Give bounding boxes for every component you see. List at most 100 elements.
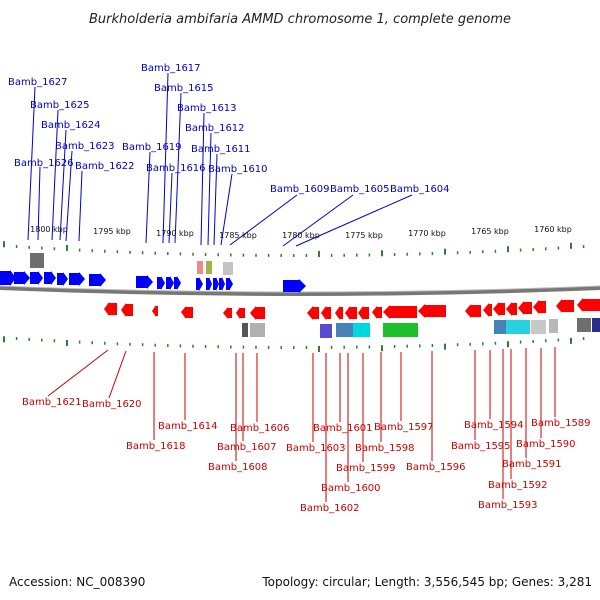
gene-arrow-reverse[interactable] [465, 304, 481, 318]
feature-box-navy[interactable] [592, 318, 600, 332]
gene-arrow-reverse[interactable] [493, 302, 505, 316]
gene-label[interactable]: Bamb_1589 [531, 418, 591, 429]
gene-arrow-reverse[interactable] [372, 306, 382, 319]
gene-arrow-reverse[interactable] [104, 302, 117, 316]
gene-label[interactable]: Bamb_1599 [336, 463, 396, 474]
gene-label[interactable]: Bamb_1606 [230, 423, 290, 434]
gene-arrow-reverse[interactable] [358, 306, 369, 320]
gene-arrow-reverse[interactable] [321, 306, 331, 320]
gene-arrow-forward[interactable] [166, 276, 174, 290]
gene-arrow-forward[interactable] [196, 277, 203, 291]
gene-arrow-forward[interactable] [283, 279, 306, 293]
gene-label[interactable]: Bamb_1618 [126, 441, 186, 452]
gene-label[interactable]: Bamb_1621 [22, 397, 82, 408]
gene-label[interactable]: Bamb_1591 [502, 459, 562, 470]
gene-label[interactable]: Bamb_1605 [330, 184, 390, 195]
gene-arrow-reverse[interactable] [223, 307, 232, 319]
gene-arrow-forward[interactable] [44, 271, 56, 285]
feature-boxes [30, 253, 600, 338]
kbp-label: 1785 kbp [219, 231, 257, 240]
gene-arrow-reverse[interactable] [533, 300, 546, 314]
gene-label[interactable]: Bamb_1617 [141, 63, 201, 74]
gene-label[interactable]: Bamb_1616 [146, 163, 206, 174]
gene-arrow-forward[interactable] [219, 277, 225, 291]
gene-label[interactable]: Bamb_1610 [208, 164, 268, 175]
gene-label[interactable]: Bamb_1608 [208, 462, 268, 473]
gene-arrow-reverse[interactable] [577, 298, 600, 312]
gene-arrow-forward[interactable] [0, 270, 16, 286]
gene-arrow-forward[interactable] [226, 277, 233, 291]
gene-label[interactable]: Bamb_1627 [8, 77, 68, 88]
gene-label[interactable]: Bamb_1626 [14, 158, 74, 169]
gene-label[interactable]: Bamb_1619 [122, 142, 182, 153]
gene-arrow-forward[interactable] [174, 276, 181, 290]
gene-arrow-reverse[interactable] [335, 306, 343, 320]
feature-box-cyan[interactable] [518, 320, 530, 334]
gene-label[interactable]: Bamb_1602 [300, 503, 360, 514]
gene-label[interactable]: Bamb_1594 [464, 420, 524, 431]
gene-arrow-reverse[interactable] [483, 303, 492, 317]
gene-label[interactable]: Bamb_1612 [185, 123, 245, 134]
gene-arrow-forward[interactable] [89, 273, 106, 287]
gene-label[interactable]: Bamb_1611 [191, 144, 251, 155]
gene-label[interactable]: Bamb_1614 [158, 421, 218, 432]
gene-arrow-reverse[interactable] [181, 306, 193, 319]
gene-label[interactable]: Bamb_1620 [82, 399, 142, 410]
gene-label[interactable]: Bamb_1601 [313, 423, 373, 434]
gene-label[interactable]: Bamb_1622 [75, 161, 135, 172]
gene-label[interactable]: Bamb_1600 [321, 483, 381, 494]
gene-label[interactable]: Bamb_1603 [286, 443, 346, 454]
gene-arrow-reverse[interactable] [121, 303, 133, 317]
feature-box-cyan[interactable] [506, 320, 518, 334]
gene-arrow-forward[interactable] [157, 276, 165, 290]
gene-arrow-reverse[interactable] [518, 301, 532, 315]
gene-arrow-reverse[interactable] [556, 299, 574, 313]
feature-box-lightgray[interactable] [223, 262, 233, 275]
kbp-label: 1780 kbp [282, 231, 320, 240]
feature-box-steelblue[interactable] [494, 320, 506, 334]
feature-box-pink[interactable] [197, 261, 203, 274]
gene-label[interactable]: Bamb_1615 [154, 83, 214, 94]
gene-arrow-reverse[interactable] [250, 306, 265, 320]
gene-label[interactable]: Bamb_1590 [516, 439, 576, 450]
gene-arrow-reverse[interactable] [236, 307, 245, 319]
gene-label[interactable]: Bamb_1593 [478, 500, 538, 511]
gene-arrow-forward[interactable] [213, 277, 219, 291]
feature-box-purple[interactable] [320, 324, 332, 338]
gene-label[interactable]: Bamb_1596 [406, 462, 466, 473]
gene-arrow-forward[interactable] [14, 271, 30, 285]
gene-label[interactable]: Bamb_1592 [488, 480, 548, 491]
gene-arrow-reverse[interactable] [383, 305, 417, 319]
feature-box-lightgray[interactable] [531, 320, 546, 334]
kbp-label: 1760 kbp [534, 225, 572, 234]
feature-box-darkgray[interactable] [242, 323, 248, 337]
gene-arrow-reverse[interactable] [345, 306, 357, 320]
feature-box-darkgray[interactable] [577, 318, 591, 332]
feature-box-gray[interactable] [30, 253, 44, 268]
gene-label[interactable]: Bamb_1607 [217, 442, 277, 453]
feature-box-olive[interactable] [206, 261, 212, 274]
gene-label[interactable]: Bamb_1598 [355, 443, 415, 454]
feature-box-cyan[interactable] [353, 323, 370, 337]
gene-arrow-reverse[interactable] [418, 304, 446, 318]
feature-box-steelblue[interactable] [336, 323, 354, 337]
gene-arrow-forward[interactable] [136, 275, 153, 289]
gene-label[interactable]: Bamb_1625 [30, 100, 90, 111]
gene-arrow-forward[interactable] [30, 271, 43, 285]
feature-box-gray[interactable] [250, 323, 265, 337]
gene-label[interactable]: Bamb_1609 [270, 184, 330, 195]
gene-arrow-reverse[interactable] [307, 306, 319, 320]
gene-arrow-forward[interactable] [206, 277, 212, 291]
gene-arrow-forward[interactable] [57, 272, 68, 286]
gene-label[interactable]: Bamb_1595 [451, 441, 511, 452]
gene-label[interactable]: Bamb_1604 [390, 184, 450, 195]
gene-arrow-reverse[interactable] [506, 302, 517, 316]
gene-label[interactable]: Bamb_1613 [177, 103, 237, 114]
gene-label[interactable]: Bamb_1624 [41, 120, 101, 131]
gene-label[interactable]: Bamb_1623 [55, 141, 115, 152]
gene-arrow-forward[interactable] [69, 272, 85, 286]
feature-box-gray[interactable] [549, 319, 558, 333]
gene-label[interactable]: Bamb_1597 [374, 422, 434, 433]
feature-box-green[interactable] [383, 323, 418, 337]
gene-arrow-reverse[interactable] [152, 305, 158, 317]
